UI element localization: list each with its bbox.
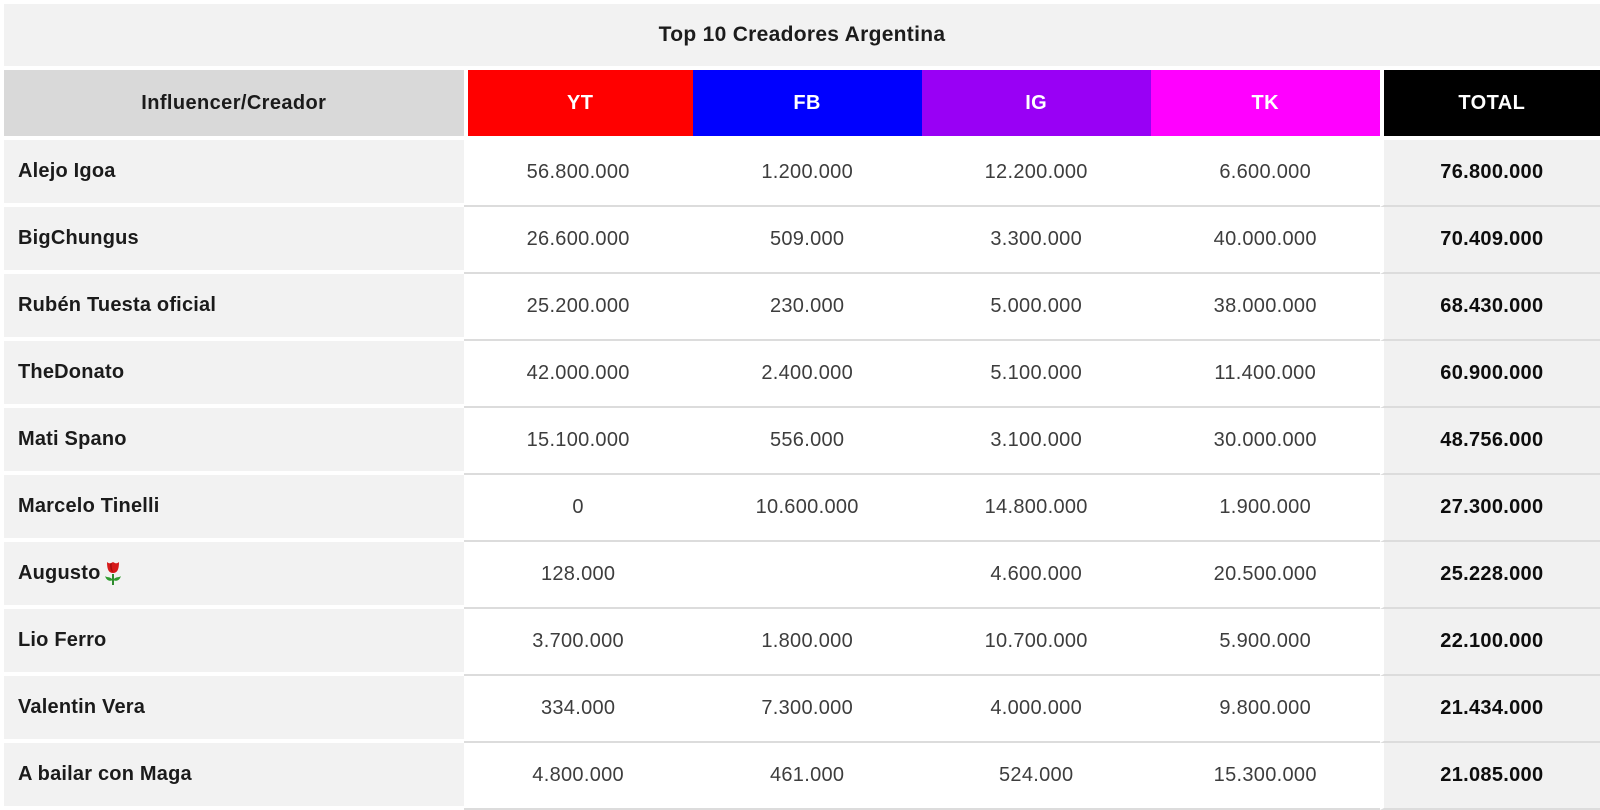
table-row: Lio Ferro 3.700.000 1.800.000 10.700.000… xyxy=(4,609,1600,676)
creator-name: Alejo Igoa xyxy=(4,140,464,207)
creators-table-card: Top 10 Creadores Argentina Influencer/Cr… xyxy=(4,4,1600,810)
table-body: Alejo Igoa 56.800.000 1.200.000 12.200.0… xyxy=(4,140,1600,810)
ig-value: 5.100.000 xyxy=(921,341,1151,408)
col-header-tk: TK xyxy=(1150,70,1380,140)
yt-value: 25.200.000 xyxy=(463,274,693,341)
ig-value: 3.300.000 xyxy=(921,207,1151,274)
total-value: 76.800.000 xyxy=(1379,140,1600,207)
yt-value: 56.800.000 xyxy=(463,140,693,207)
yt-value: 334.000 xyxy=(463,676,693,743)
fb-value: 556.000 xyxy=(692,408,922,475)
fb-value: 10.600.000 xyxy=(692,475,922,542)
table-row: Mati Spano 15.100.000 556.000 3.100.000 … xyxy=(4,408,1600,475)
yt-value: 128.000 xyxy=(463,542,693,609)
creator-name: Rubén Tuesta oficial xyxy=(4,274,464,341)
creator-name: Lio Ferro xyxy=(4,609,464,676)
creator-name: BigChungus xyxy=(4,207,464,274)
ig-value: 3.100.000 xyxy=(921,408,1151,475)
col-header-total: TOTAL xyxy=(1379,70,1600,140)
total-value: 48.756.000 xyxy=(1379,408,1600,475)
fb-value: 1.200.000 xyxy=(692,140,922,207)
col-header-ig: IG xyxy=(921,70,1151,140)
total-value: 22.100.000 xyxy=(1379,609,1600,676)
ig-value: 10.700.000 xyxy=(921,609,1151,676)
table-row: Marcelo Tinelli 0 10.600.000 14.800.000 … xyxy=(4,475,1600,542)
creator-name: Marcelo Tinelli xyxy=(4,475,464,542)
total-value: 21.085.000 xyxy=(1379,743,1600,810)
table-title: Top 10 Creadores Argentina xyxy=(4,4,1600,66)
tk-value: 5.900.000 xyxy=(1150,609,1380,676)
tk-value: 20.500.000 xyxy=(1150,542,1380,609)
yt-value: 0 xyxy=(463,475,693,542)
yt-value: 42.000.000 xyxy=(463,341,693,408)
fb-value: 509.000 xyxy=(692,207,922,274)
col-header-fb: FB xyxy=(692,70,922,140)
total-value: 27.300.000 xyxy=(1379,475,1600,542)
ig-value: 14.800.000 xyxy=(921,475,1151,542)
total-value: 70.409.000 xyxy=(1379,207,1600,274)
creator-name: TheDonato xyxy=(4,341,464,408)
rose-emoji-icon xyxy=(104,561,121,585)
ig-value: 12.200.000 xyxy=(921,140,1151,207)
yt-value: 15.100.000 xyxy=(463,408,693,475)
tk-value: 11.400.000 xyxy=(1150,341,1380,408)
creator-name: Mati Spano xyxy=(4,408,464,475)
table-row: BigChungus 26.600.000 509.000 3.300.000 … xyxy=(4,207,1600,274)
col-header-influencer: Influencer/Creador xyxy=(4,70,464,140)
ig-value: 524.000 xyxy=(921,743,1151,810)
tk-value: 9.800.000 xyxy=(1150,676,1380,743)
tk-value: 30.000.000 xyxy=(1150,408,1380,475)
tk-value: 38.000.000 xyxy=(1150,274,1380,341)
table-row: Augusto 128.000 4.600.000 20.500.000 25.… xyxy=(4,542,1600,609)
table-row: Valentin Vera 334.000 7.300.000 4.000.00… xyxy=(4,676,1600,743)
tk-value: 1.900.000 xyxy=(1150,475,1380,542)
ig-value: 4.000.000 xyxy=(921,676,1151,743)
fb-value: 461.000 xyxy=(692,743,922,810)
fb-value: 2.400.000 xyxy=(692,341,922,408)
table-row: A bailar con Maga 4.800.000 461.000 524.… xyxy=(4,743,1600,810)
table-row: Alejo Igoa 56.800.000 1.200.000 12.200.0… xyxy=(4,140,1600,207)
total-value: 25.228.000 xyxy=(1379,542,1600,609)
total-value: 21.434.000 xyxy=(1379,676,1600,743)
tk-value: 40.000.000 xyxy=(1150,207,1380,274)
creators-table: Influencer/Creador YT FB IG TK TOTAL Ale… xyxy=(4,70,1600,810)
yt-value: 3.700.000 xyxy=(463,609,693,676)
fb-value: 230.000 xyxy=(692,274,922,341)
yt-value: 4.800.000 xyxy=(463,743,693,810)
total-value: 60.900.000 xyxy=(1379,341,1600,408)
creator-name: Valentin Vera xyxy=(4,676,464,743)
tk-value: 15.300.000 xyxy=(1150,743,1380,810)
tk-value: 6.600.000 xyxy=(1150,140,1380,207)
fb-value xyxy=(692,542,922,609)
creator-name: Augusto xyxy=(4,542,464,609)
creator-name: A bailar con Maga xyxy=(4,743,464,810)
fb-value: 7.300.000 xyxy=(692,676,922,743)
total-value: 68.430.000 xyxy=(1379,274,1600,341)
fb-value: 1.800.000 xyxy=(692,609,922,676)
col-header-yt: YT xyxy=(463,70,693,140)
table-row: TheDonato 42.000.000 2.400.000 5.100.000… xyxy=(4,341,1600,408)
header-row: Influencer/Creador YT FB IG TK TOTAL xyxy=(4,70,1600,140)
ig-value: 4.600.000 xyxy=(921,542,1151,609)
ig-value: 5.000.000 xyxy=(921,274,1151,341)
yt-value: 26.600.000 xyxy=(463,207,693,274)
table-row: Rubén Tuesta oficial 25.200.000 230.000 … xyxy=(4,274,1600,341)
